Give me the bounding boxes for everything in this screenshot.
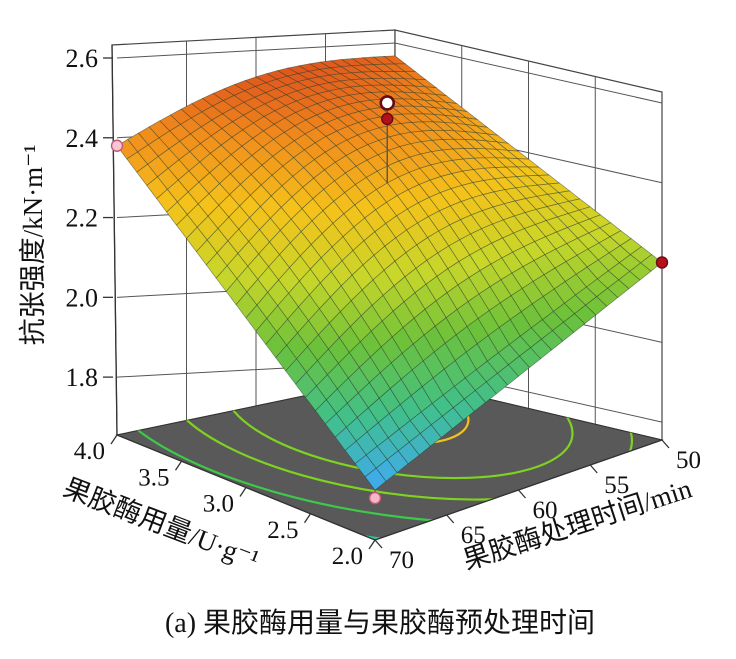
y-tick-mark [368,539,376,550]
design-points [110,95,669,505]
x-tick-label: 50 [676,447,701,474]
wall-gridline [116,42,663,104]
x-tick-label: 55 [604,472,629,499]
z-tick-label: 2.0 [66,283,99,312]
response-surface [116,55,663,491]
x-tick-mark [446,514,455,524]
figure-caption: (a) 果胶酶用量与果胶酶预处理时间 [165,607,595,639]
design-point [110,139,124,152]
design-point [655,256,669,269]
design-point [368,491,382,505]
contour-line [117,377,662,525]
y-tick-label: 2.0 [332,543,363,570]
x-tick-label: 70 [389,547,414,574]
z-tick-label: 2.6 [66,44,99,73]
x-tick-label: 65 [461,522,486,549]
z-tick-label: 1.8 [66,363,99,392]
z-tick-label: 2.2 [66,204,99,233]
x-tick-mark [661,439,670,449]
y-tick-label: 3.0 [203,491,234,518]
y-tick-mark [239,487,247,497]
x-tick-mark [589,464,598,474]
y-tick-label: 3.5 [138,464,169,491]
y-tick-mark [174,460,183,471]
z-axis-label: 抗张强度/kN·m⁻¹ [18,145,48,346]
x-tick-mark [374,539,383,549]
x-axis-ticks: 50 55 60 65 70 [374,439,701,574]
z-tick-label: 2.4 [66,124,99,153]
design-point [381,112,394,126]
y-axis-ticks: 4.0 3.5 3.0 2.5 2.0 [74,434,376,570]
x-tick-mark [518,489,526,499]
y-tick-mark [303,513,312,524]
design-point [379,95,396,111]
y-tick-label: 4.0 [74,438,105,465]
vertical-axis-line [111,44,118,436]
y-tick-mark [110,434,118,445]
z-axis-ticks: 2.6 2.4 2.2 2.0 1.8 [66,44,113,392]
x-tick-label: 60 [533,497,558,524]
y-tick-label: 2.5 [267,517,298,544]
